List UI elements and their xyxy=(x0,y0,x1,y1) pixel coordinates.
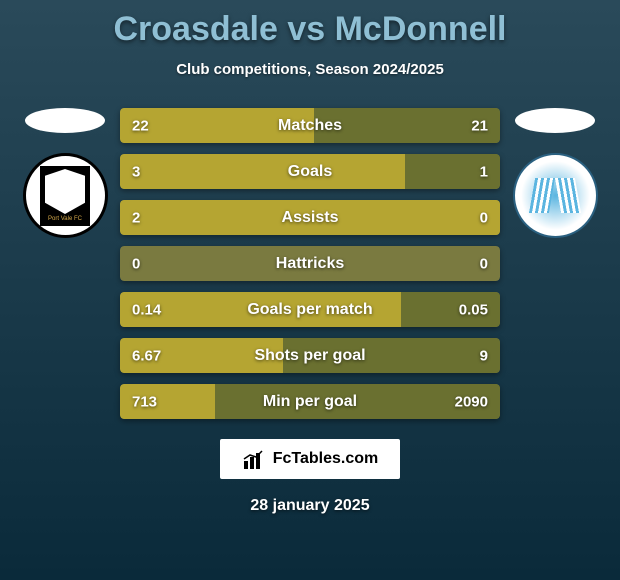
stat-value-left: 6.67 xyxy=(132,347,161,364)
left-team-marker xyxy=(25,108,105,133)
stat-value-right: 9 xyxy=(480,347,488,364)
stats-container: Port Vale FC Matches2221Goals31Assists20… xyxy=(0,108,620,419)
chart-icon xyxy=(242,449,267,469)
subtitle: Club competitions, Season 2024/2025 xyxy=(0,61,620,78)
stat-label: Hattricks xyxy=(276,255,344,273)
badge-shield-icon: Port Vale FC xyxy=(40,166,90,226)
stat-value-right: 0.05 xyxy=(459,301,488,318)
stat-row: Shots per goal 6.67 9 xyxy=(120,338,500,373)
left-team-name: Port Vale FC xyxy=(48,216,82,222)
eagle-icon xyxy=(525,161,585,231)
left-team-badge: Port Vale FC xyxy=(23,153,108,238)
stat-label: Shots per goal xyxy=(254,347,365,365)
stat-value-right: 0 xyxy=(480,209,488,226)
stat-label: Goals xyxy=(288,163,332,181)
page-title: Croasdale vs McDonnell xyxy=(0,0,620,49)
stat-value-left: 0.14 xyxy=(132,301,161,318)
stat-bar-left xyxy=(120,154,405,189)
stat-value-right: 0 xyxy=(480,255,488,272)
stat-row: Goals per match 0.14 0.05 xyxy=(120,292,500,327)
stat-row: Hattricks 0 0 xyxy=(120,246,500,281)
stat-value-left: 22 xyxy=(132,117,149,134)
stat-value-right: 1 xyxy=(480,163,488,180)
right-team-marker xyxy=(515,108,595,133)
stat-value-left: 0 xyxy=(132,255,140,272)
watermark: FcTables.com xyxy=(220,439,400,479)
stat-value-left: 2 xyxy=(132,209,140,226)
stat-rows: Matches 22 21 Goals 3 1 Assists 2 0 Hattricks 0 0 Go… xyxy=(120,108,500,419)
stat-row: Goals 3 1 xyxy=(120,154,500,189)
stat-row: Matches 22 21 xyxy=(120,108,500,143)
stat-value-left: 3 xyxy=(132,163,140,180)
left-team-area: Port Vale FC xyxy=(10,108,120,238)
right-team-badge xyxy=(513,153,598,238)
stat-row: Assists 2 0 xyxy=(120,200,500,235)
stat-label: Min per goal xyxy=(263,393,357,411)
stat-value-right: 2090 xyxy=(455,393,488,410)
stat-label: Assists xyxy=(282,209,339,227)
date: 28 january 2025 xyxy=(0,497,620,515)
stat-row: Min per goal 713 2090 xyxy=(120,384,500,419)
stat-label: Goals per match xyxy=(247,301,372,319)
stat-value-left: 713 xyxy=(132,393,157,410)
stat-value-right: 21 xyxy=(471,117,488,134)
stat-label: Matches xyxy=(278,117,342,135)
watermark-text: FcTables.com xyxy=(273,450,379,468)
right-team-area xyxy=(500,108,610,238)
